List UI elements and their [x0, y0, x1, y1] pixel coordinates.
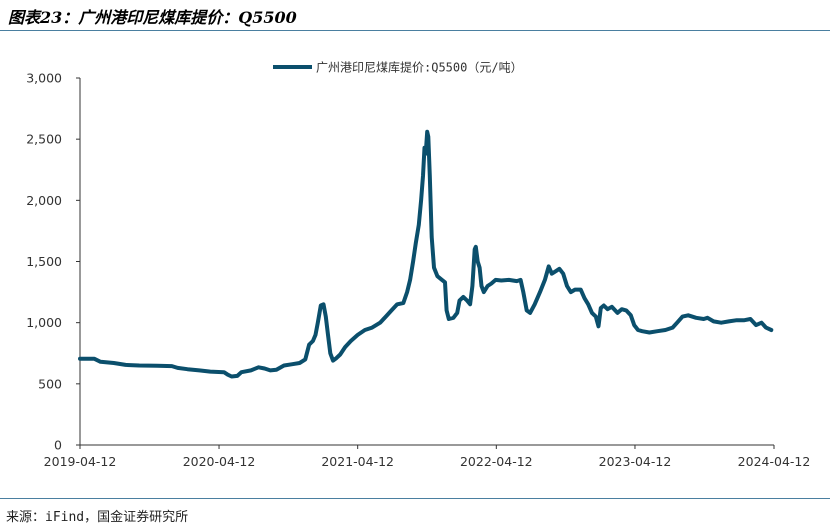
x-tick-label: 2020-04-12 — [183, 454, 256, 469]
x-tick-label: 2021-04-12 — [321, 454, 394, 469]
y-tick-label: 1,500 — [26, 254, 62, 269]
x-tick-label: 2019-04-12 — [44, 454, 117, 469]
y-tick-label: 2,000 — [26, 193, 62, 208]
legend-label: 广州港印尼煤库提价:Q5500（元/吨） — [316, 60, 523, 75]
title-rule — [0, 30, 830, 31]
y-tick-label: 2,500 — [26, 132, 62, 147]
y-tick-label: 0 — [54, 438, 62, 453]
y-tick-label: 3,000 — [26, 71, 62, 86]
x-tick-label: 2023-04-12 — [599, 454, 672, 469]
y-tick-label: 500 — [38, 376, 62, 391]
figure-title: 图表23：广州港印尼煤库提价：Q5500 — [8, 8, 297, 27]
series-group — [78, 129, 774, 379]
chart-axes: 0 500 1,000 1,500 2,000 2,500 3,000 2019-04-12 2… — [26, 71, 810, 470]
x-tick-label: 2024-04-12 — [738, 454, 811, 469]
line-chart: 广州港印尼煤库提价:Q5500（元/吨） 0 500 1,000 1,500 2,000… — [26, 60, 810, 470]
y-tick-label: 1,000 — [26, 315, 62, 330]
x-tick-label: 2022-04-12 — [460, 454, 533, 469]
series-line — [78, 129, 774, 379]
source-note: 来源：iFind，国金证券研究所 — [6, 510, 189, 525]
source-rule — [0, 498, 830, 499]
chart-legend: 广州港印尼煤库提价:Q5500（元/吨） — [273, 60, 523, 75]
